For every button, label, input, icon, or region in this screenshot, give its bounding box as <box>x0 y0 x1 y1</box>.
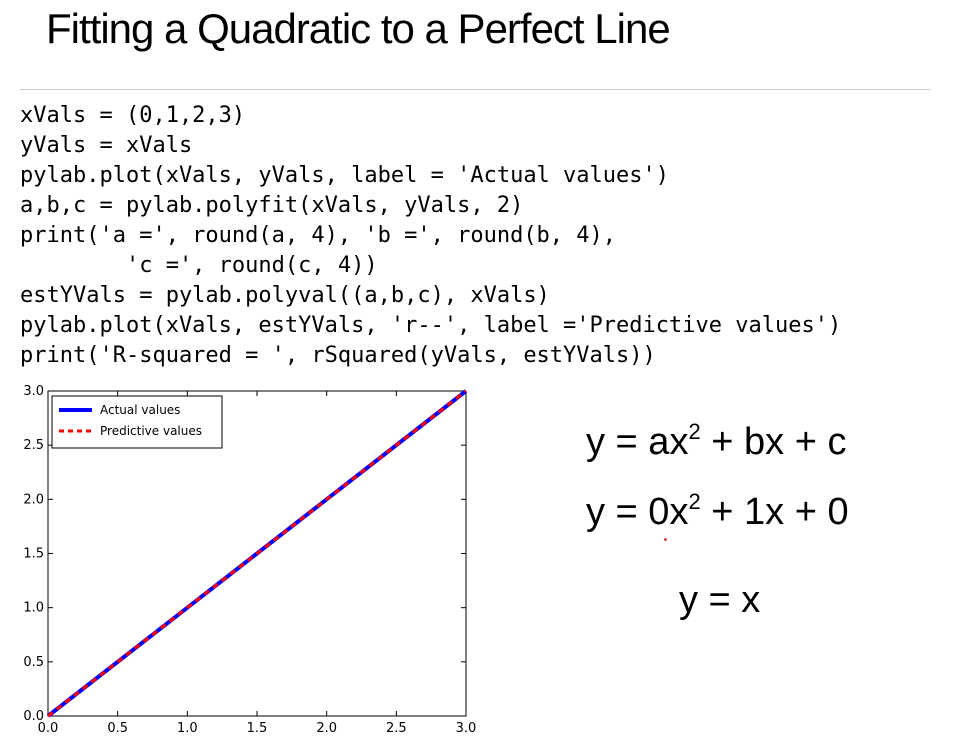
equation-simplified: y = x <box>679 579 761 621</box>
code-line: xVals = (0,1,2,3) <box>20 103 246 128</box>
code-line: pylab.plot(xVals, yVals, label = 'Actual… <box>20 163 670 188</box>
title-divider <box>20 89 930 90</box>
legend-label-0: Actual values <box>100 403 180 417</box>
y-tick-label: 2.5 <box>23 438 44 453</box>
x-tick-label: 2.5 <box>386 721 407 736</box>
slide-title: Fitting a Quadratic to a Perfect Line <box>46 5 671 52</box>
code-block: xVals = (0,1,2,3) yVals = xVals pylab.pl… <box>20 101 841 371</box>
y-tick-label: 0.0 <box>23 709 44 724</box>
x-tick-label: 2.0 <box>316 721 337 736</box>
y-tick-label: 1.0 <box>23 601 44 616</box>
y-tick-label: 1.5 <box>23 547 44 562</box>
legend-box <box>51 395 223 449</box>
series-line-1 <box>47 389 467 718</box>
x-tick-label: 0.0 <box>38 721 59 736</box>
y-tick-label: 3.0 <box>23 384 44 399</box>
equation-general: y = ax2 + bx + c <box>586 419 847 463</box>
code-line: yVals = xVals <box>20 133 193 158</box>
x-tick-label: 3.0 <box>456 721 477 736</box>
y-tick-label: 2.0 <box>23 492 44 507</box>
code-line: a,b,c = pylab.polyfit(xVals, yVals, 2) <box>20 193 524 218</box>
y-tick-label: 0.5 <box>23 655 44 670</box>
code-line: pylab.plot(xVals, estYVals, 'r--', label… <box>20 313 842 338</box>
code-line: print('R-squared = ', rSquared(yVals, es… <box>20 343 656 368</box>
code-line: estYVals = pylab.polyval((a,b,c), xVals) <box>20 283 550 308</box>
x-tick-label: 1.0 <box>177 721 198 736</box>
x-tick-label: 1.5 <box>247 721 268 736</box>
legend-label-1: Predictive values <box>100 424 202 438</box>
stray-mark <box>664 538 667 541</box>
code-line: 'c =', round(c, 4)) <box>20 253 378 278</box>
code-line: print('a =', round(a, 4), 'b =', round(b… <box>20 223 617 248</box>
equation-fitted: y = 0x2 + 1x + 0 <box>586 489 849 533</box>
x-tick-label: 0.5 <box>107 721 128 736</box>
line-chart: 0.0 0.5 1.0 1.5 2.0 2.5 3.0 0.0 0.5 1.0 1.5 2.0 2.5 3… <box>23 384 477 736</box>
